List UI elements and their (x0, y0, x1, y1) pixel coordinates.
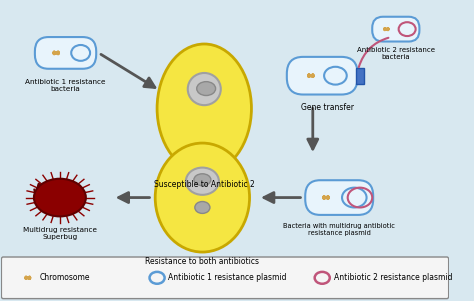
Text: Antibiotic 1 resistance
bacteria: Antibiotic 1 resistance bacteria (25, 79, 106, 92)
Ellipse shape (155, 143, 249, 252)
Bar (356, 68, 364, 84)
Text: Susceptible to Antibiotic 2: Susceptible to Antibiotic 2 (154, 180, 255, 189)
Text: Antibiotic 2 resistance
bacteria: Antibiotic 2 resistance bacteria (357, 47, 435, 60)
Ellipse shape (194, 174, 211, 186)
Text: Multidrug resistance
Superbug: Multidrug resistance Superbug (23, 227, 97, 240)
Text: Antibiotic 1 resistance plasmid: Antibiotic 1 resistance plasmid (168, 273, 287, 282)
Text: Resistance to both antibiotics: Resistance to both antibiotics (146, 257, 259, 266)
Ellipse shape (186, 168, 219, 195)
FancyBboxPatch shape (372, 17, 419, 42)
FancyBboxPatch shape (1, 257, 449, 299)
Ellipse shape (34, 179, 86, 216)
Text: Gene transfer: Gene transfer (301, 104, 355, 113)
FancyBboxPatch shape (287, 57, 357, 95)
Ellipse shape (195, 202, 210, 213)
Text: Chromosome: Chromosome (39, 273, 90, 282)
Ellipse shape (197, 82, 216, 95)
Text: Antibiotic 2 resistance plasmid: Antibiotic 2 resistance plasmid (334, 273, 452, 282)
FancyBboxPatch shape (305, 180, 373, 215)
Ellipse shape (188, 73, 221, 105)
Text: Bacteria with multidrug antibiotic
resistance plasmid: Bacteria with multidrug antibiotic resis… (283, 223, 395, 236)
Ellipse shape (157, 44, 251, 173)
FancyBboxPatch shape (35, 37, 96, 69)
